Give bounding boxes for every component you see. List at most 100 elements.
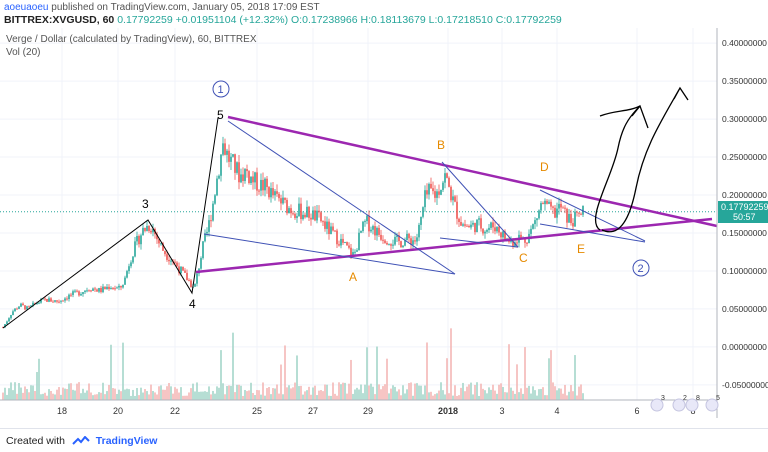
volume-bar (12, 390, 14, 400)
candle-body (214, 195, 216, 204)
volume-bar (74, 390, 76, 400)
volume-bar (370, 383, 372, 400)
volume-bar (162, 389, 164, 400)
candle-body (352, 252, 354, 256)
event-flag-icon[interactable] (672, 398, 686, 412)
volume-bar (254, 395, 256, 400)
volume-bar (322, 391, 324, 400)
candle-body (24, 305, 26, 310)
candle-body (408, 233, 410, 239)
candle-body (322, 221, 324, 223)
volume-bar (418, 385, 420, 400)
volume-bar (428, 392, 430, 400)
volume-bar (156, 394, 158, 400)
volume-bar (502, 386, 504, 400)
volume-bar (34, 390, 36, 400)
volume-bar (522, 393, 524, 400)
triangle-upper-line[interactable] (227, 115, 718, 228)
volume-bar (54, 394, 56, 400)
volume-bar (436, 393, 438, 400)
candle-body (302, 214, 304, 220)
event-badge: 8 (696, 395, 700, 402)
volume-bar (182, 395, 184, 400)
volume-bar (316, 395, 318, 400)
candle-body (414, 240, 416, 242)
candle-body (112, 288, 114, 290)
candle-body (218, 175, 220, 179)
candle-body (548, 201, 550, 204)
volume-bar (456, 395, 458, 400)
volume-bar (344, 382, 346, 400)
candle-body (134, 241, 136, 257)
volume-bar (330, 395, 332, 400)
candle-body (532, 224, 534, 229)
candle-body (336, 230, 338, 245)
candle-body (236, 162, 238, 173)
volume-bar (350, 359, 352, 400)
candle-body (304, 214, 306, 218)
author-link[interactable]: aoeuaoeu (4, 2, 49, 13)
event-flag-icon[interactable] (705, 398, 719, 412)
tradingview-link[interactable]: TradingView (95, 435, 158, 447)
volume-bar (100, 392, 102, 400)
candle-body (56, 300, 58, 302)
candle-body (286, 199, 288, 214)
candle-body (262, 179, 264, 191)
candle-body (298, 203, 300, 217)
volume-bar (158, 386, 160, 400)
candle-body (184, 270, 186, 273)
time-axis[interactable]: 18202225272920183468 (57, 406, 696, 416)
volume-bar (366, 347, 368, 400)
triangle-lower-line[interactable] (195, 217, 713, 274)
volume-bar (498, 384, 500, 400)
volume-bar (88, 383, 90, 400)
candle-body (538, 210, 540, 219)
candle-body (348, 245, 350, 248)
event-badges[interactable]: 3 2 8 5 (650, 395, 720, 412)
candle-body (32, 302, 34, 306)
volume-bar (340, 384, 342, 400)
candle-body (164, 250, 166, 255)
volume-bar (336, 395, 338, 400)
candle-body (342, 238, 344, 243)
candle-body (182, 266, 184, 271)
wave-label-a: A (349, 270, 357, 284)
candle-body (360, 230, 362, 233)
volume-bar (530, 393, 532, 400)
volume-bar (96, 394, 98, 400)
candle-body (118, 285, 120, 288)
candle-body (178, 266, 180, 274)
volume-bar (516, 364, 518, 400)
volume-bar (396, 391, 398, 400)
wave-label-4: 4 (189, 297, 196, 311)
price-chart[interactable]: 3 4 5 A B C D E 1 2 Verge / Dollar (calc… (0, 28, 768, 428)
candle-body (4, 324, 6, 328)
candle-body (442, 182, 444, 190)
volume-bar (2, 392, 4, 400)
candle-body (14, 308, 16, 312)
volume-bar (240, 385, 242, 400)
volume-bar (524, 347, 526, 400)
candle-body (190, 280, 192, 288)
volume-bar (206, 391, 208, 400)
volume-bar (24, 386, 26, 400)
candle-body (452, 196, 454, 201)
volume-bar (326, 384, 328, 400)
volume-bar (228, 385, 230, 400)
candle-body (534, 220, 536, 225)
candle-body (544, 200, 546, 205)
event-flag-icon[interactable] (650, 398, 664, 412)
candle-body (448, 177, 450, 187)
event-flag-icon[interactable] (685, 398, 699, 412)
volume-bar (230, 385, 232, 400)
volume-bar (280, 364, 282, 400)
candle-body (458, 218, 460, 222)
price-axis[interactable]: 0.40000000 0.35000000 0.30000000 0.25000000… (722, 38, 768, 390)
price-tick-label: 0.25000000 (722, 152, 767, 162)
chart-area[interactable]: 3 4 5 A B C D E 1 2 Verge / Dollar (calc… (0, 28, 768, 428)
chart-header: aoeuaoeu published on TradingView.com, J… (0, 0, 768, 28)
candle-body (284, 197, 286, 200)
time-tick-label: 29 (363, 406, 373, 416)
volume-bar (98, 392, 100, 400)
volume-bar (26, 389, 28, 400)
